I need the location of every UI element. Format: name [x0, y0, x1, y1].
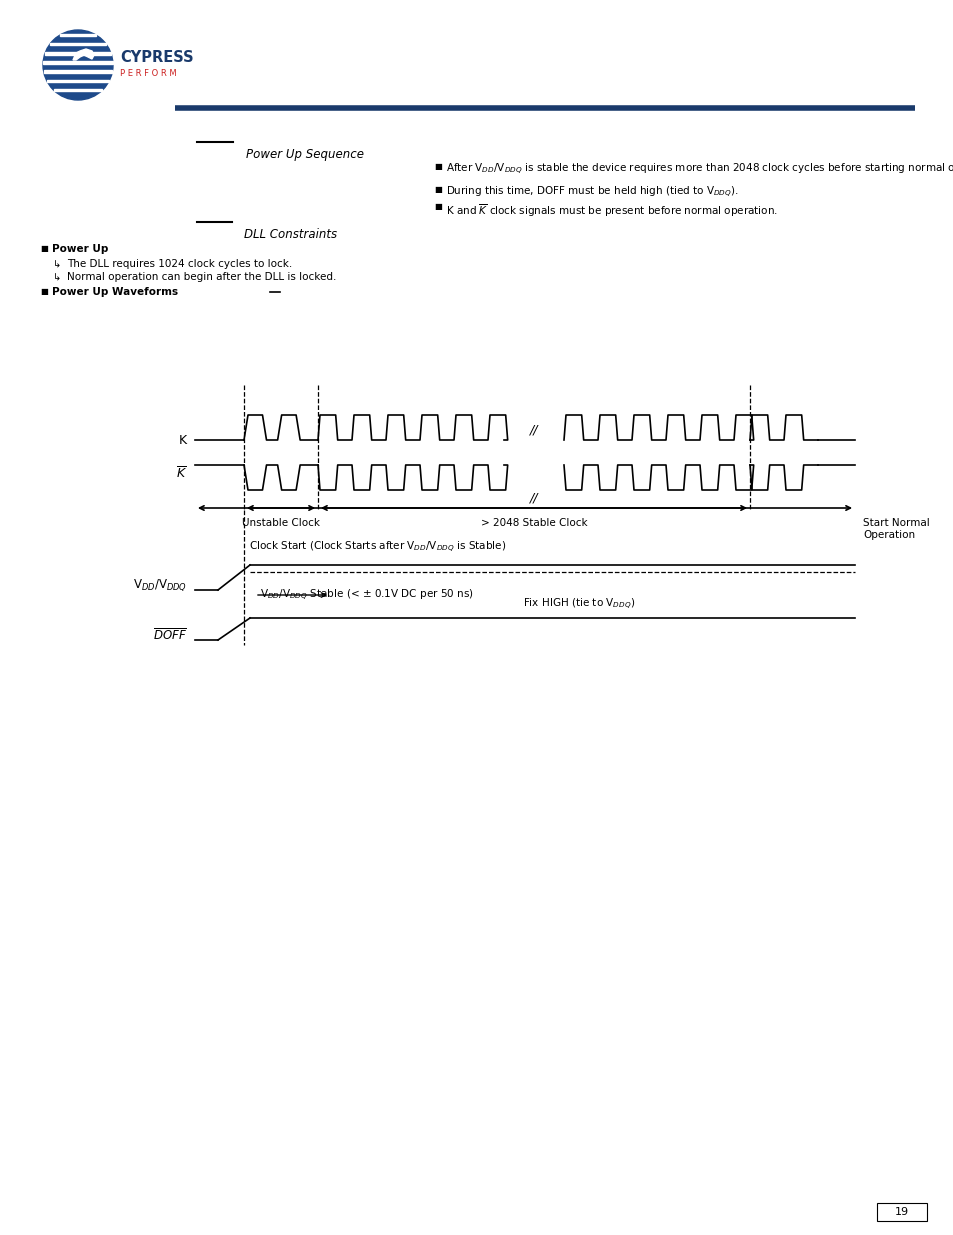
- Text: Power Up: Power Up: [52, 245, 109, 254]
- Text: 🐕: 🐕: [76, 54, 88, 72]
- Text: P E R F O R M: P E R F O R M: [120, 68, 176, 78]
- Text: ■: ■: [434, 203, 441, 211]
- FancyBboxPatch shape: [44, 70, 112, 73]
- FancyBboxPatch shape: [50, 43, 106, 46]
- FancyBboxPatch shape: [45, 52, 111, 54]
- Polygon shape: [73, 49, 94, 61]
- Text: ↳: ↳: [53, 272, 61, 282]
- Text: V$_{DD}$/V$_{DDQ}$ Stable (< ± 0.1V DC per 50 ns): V$_{DD}$/V$_{DDQ}$ Stable (< ± 0.1V DC p…: [260, 588, 473, 603]
- Text: ■: ■: [434, 162, 441, 170]
- Text: Clock Start (Clock Starts after V$_{DD}$/V$_{DDQ}$ is Stable): Clock Start (Clock Starts after V$_{DD}$…: [249, 540, 506, 555]
- Text: Power Up Waveforms: Power Up Waveforms: [52, 287, 178, 296]
- Text: After V$_{DD}$/V$_{DDQ}$ is stable the device requires more than 2048 clock cycl: After V$_{DD}$/V$_{DDQ}$ is stable the d…: [446, 162, 953, 177]
- Text: > 2048 Stable Clock: > 2048 Stable Clock: [480, 517, 587, 529]
- Text: CYPRESS: CYPRESS: [120, 49, 193, 64]
- Text: Start Normal
Operation: Start Normal Operation: [862, 517, 929, 540]
- Text: Power Up Sequence: Power Up Sequence: [246, 148, 364, 161]
- FancyBboxPatch shape: [59, 33, 96, 36]
- Text: ↳: ↳: [53, 259, 61, 269]
- Text: //: //: [529, 424, 537, 436]
- Text: //: //: [529, 492, 537, 505]
- Text: ■: ■: [40, 245, 48, 253]
- Text: During this time, DOFF must be held high (tied to V$_{DDQ}$).: During this time, DOFF must be held high…: [446, 185, 738, 200]
- Text: $\overline{K}$: $\overline{K}$: [175, 466, 187, 482]
- FancyBboxPatch shape: [53, 89, 102, 91]
- Text: ■: ■: [434, 185, 441, 194]
- Text: ■: ■: [40, 287, 48, 296]
- Text: 19: 19: [894, 1207, 908, 1216]
- Text: The DLL requires 1024 clock cycles to lock.: The DLL requires 1024 clock cycles to lo…: [67, 259, 292, 269]
- Text: K and $\overline{K}$ clock signals must be present before normal operation.: K and $\overline{K}$ clock signals must …: [446, 203, 777, 219]
- Text: $\overline{DOFF}$: $\overline{DOFF}$: [152, 627, 187, 642]
- Text: Normal operation can begin after the DLL is locked.: Normal operation can begin after the DLL…: [67, 272, 336, 282]
- Circle shape: [43, 30, 112, 100]
- Text: Unstable Clock: Unstable Clock: [242, 517, 319, 529]
- Text: DLL Constraints: DLL Constraints: [244, 228, 336, 241]
- Text: K: K: [178, 433, 187, 447]
- FancyBboxPatch shape: [47, 79, 109, 82]
- FancyBboxPatch shape: [43, 62, 112, 64]
- Text: Fix HIGH (tie to V$_{DDQ}$): Fix HIGH (tie to V$_{DDQ}$): [523, 597, 635, 611]
- Bar: [876, 1203, 926, 1221]
- Text: V$_{DD}$/V$_{DDQ}$: V$_{DD}$/V$_{DDQ}$: [132, 577, 187, 593]
